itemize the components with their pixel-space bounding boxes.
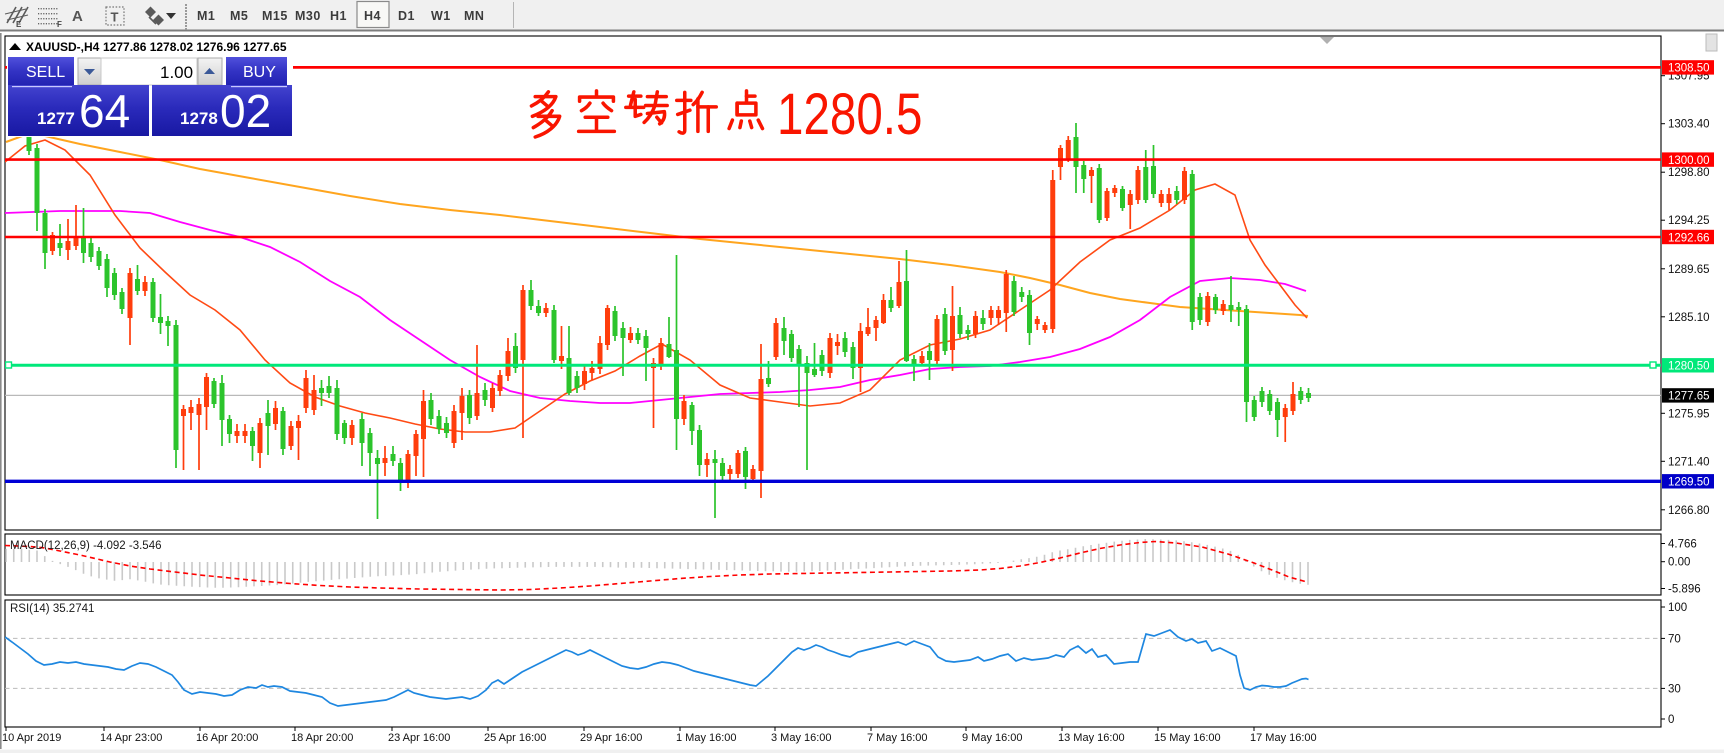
svg-text:BUY: BUY <box>243 64 276 81</box>
svg-text:1 May 16:00: 1 May 16:00 <box>676 732 737 744</box>
svg-text:M30: M30 <box>295 9 321 23</box>
svg-text:14 Apr 23:00: 14 Apr 23:00 <box>100 732 162 744</box>
svg-text:3 May 16:00: 3 May 16:00 <box>771 732 832 744</box>
svg-text:F: F <box>57 20 62 29</box>
svg-text:RSI(14) 35.2741: RSI(14) 35.2741 <box>10 603 94 615</box>
svg-text:1289.65: 1289.65 <box>1668 264 1710 276</box>
svg-text:70: 70 <box>1668 633 1681 645</box>
svg-text:17 May 16:00: 17 May 16:00 <box>1250 732 1317 744</box>
svg-text:16 Apr 20:00: 16 Apr 20:00 <box>196 732 258 744</box>
svg-text:18 Apr 20:00: 18 Apr 20:00 <box>291 732 353 744</box>
svg-text:02: 02 <box>220 85 271 137</box>
svg-text:1280.50: 1280.50 <box>1668 361 1710 373</box>
svg-text:H4: H4 <box>364 9 381 23</box>
svg-text:23 Apr 16:00: 23 Apr 16:00 <box>388 732 450 744</box>
svg-text:1294.25: 1294.25 <box>1668 215 1710 227</box>
svg-text:A: A <box>72 8 83 25</box>
svg-text:9 May 16:00: 9 May 16:00 <box>962 732 1023 744</box>
svg-text:SELL: SELL <box>26 64 65 81</box>
svg-text:0.00: 0.00 <box>1668 557 1690 569</box>
svg-text:1271.40: 1271.40 <box>1668 456 1710 468</box>
svg-text:15 May 16:00: 15 May 16:00 <box>1154 732 1221 744</box>
svg-text:0: 0 <box>1668 714 1674 726</box>
svg-text:10 Apr 2019: 10 Apr 2019 <box>2 732 61 744</box>
svg-text:M5: M5 <box>230 9 248 23</box>
svg-text:1278: 1278 <box>180 109 218 128</box>
svg-text:1266.80: 1266.80 <box>1668 505 1710 517</box>
svg-text:1285.10: 1285.10 <box>1668 312 1710 324</box>
svg-text:25 Apr 16:00: 25 Apr 16:00 <box>484 732 546 744</box>
svg-text:7 May 16:00: 7 May 16:00 <box>867 732 928 744</box>
svg-text:M1: M1 <box>197 9 215 23</box>
svg-text:1269.50: 1269.50 <box>1668 477 1710 489</box>
svg-text:30: 30 <box>1668 683 1681 695</box>
svg-text:T: T <box>111 10 119 25</box>
svg-text:1.00: 1.00 <box>160 63 193 82</box>
svg-text:W1: W1 <box>431 9 451 23</box>
svg-text:XAUUSD-,H4: XAUUSD-,H4 <box>26 40 100 54</box>
svg-text:1275.95: 1275.95 <box>1668 408 1710 420</box>
svg-text:100: 100 <box>1668 602 1687 614</box>
svg-text:M15: M15 <box>262 9 288 23</box>
svg-text:1292.66: 1292.66 <box>1668 232 1710 244</box>
svg-text:1277: 1277 <box>37 109 75 128</box>
svg-text:MACD(12,26,9) -4.092 -3.546: MACD(12,26,9) -4.092 -3.546 <box>10 540 162 552</box>
svg-text:H1: H1 <box>330 9 347 23</box>
svg-text:4.766: 4.766 <box>1668 539 1697 551</box>
svg-text:1277.86 1278.02 1276.96 1277.6: 1277.86 1278.02 1276.96 1277.65 <box>103 40 287 54</box>
svg-text:MN: MN <box>464 9 484 23</box>
svg-text:1277.65: 1277.65 <box>1668 391 1710 403</box>
svg-text:64: 64 <box>79 85 130 137</box>
svg-text:1308.50: 1308.50 <box>1668 63 1710 75</box>
svg-text:1300.00: 1300.00 <box>1668 155 1710 167</box>
svg-text:E: E <box>16 20 22 29</box>
svg-text:1303.40: 1303.40 <box>1668 119 1710 131</box>
svg-text:29 Apr 16:00: 29 Apr 16:00 <box>580 732 642 744</box>
svg-text:-5.896: -5.896 <box>1668 584 1701 596</box>
svg-text:1280.5: 1280.5 <box>777 83 922 148</box>
svg-text:D1: D1 <box>398 9 415 23</box>
svg-text:1298.80: 1298.80 <box>1668 167 1710 179</box>
svg-text:13 May 16:00: 13 May 16:00 <box>1058 732 1125 744</box>
